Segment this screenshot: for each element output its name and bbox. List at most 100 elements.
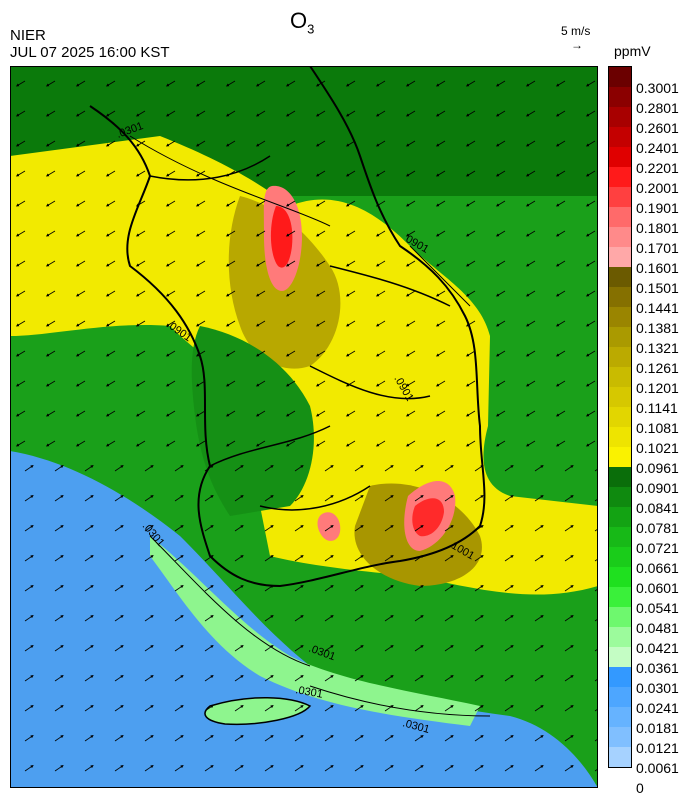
wind-arrow-icon — [294, 735, 304, 742]
wind-arrow-icon — [564, 645, 574, 652]
wind-arrow-icon — [24, 555, 34, 562]
wind-arrow-icon — [174, 495, 184, 502]
wind-arrow-icon — [555, 140, 566, 147]
wind-arrow-icon — [465, 200, 476, 207]
wind-arrow-icon — [375, 80, 386, 87]
wind-arrow-icon — [165, 200, 176, 207]
wind-arrow-icon — [315, 290, 326, 297]
wind-arrow-icon — [45, 290, 56, 297]
colorbar-swatch — [609, 747, 631, 767]
wind-arrow-icon — [255, 290, 266, 297]
wind-arrow-icon — [405, 230, 416, 237]
wind-arrow-icon — [354, 765, 364, 772]
colorbar-label: 0.0601 — [636, 580, 679, 596]
wind-arrow-icon — [294, 465, 304, 472]
wind-arrow-icon — [105, 410, 116, 417]
wind-arrow-icon — [294, 615, 304, 622]
wind-arrow-icon — [195, 440, 206, 447]
colorbar-label: 0.0181 — [636, 720, 679, 736]
wind-arrow-icon — [255, 440, 266, 447]
wind-arrow-icon — [144, 765, 154, 772]
wind-arrow-icon — [204, 645, 214, 652]
colorbar-label: 0.2801 — [636, 100, 679, 116]
wind-arrow-icon — [345, 110, 356, 117]
wind-arrow-icon — [435, 380, 446, 387]
wind-arrow-icon — [75, 290, 86, 297]
wind-arrow-icon — [444, 765, 454, 772]
colorbar-swatch — [609, 347, 631, 367]
wind-arrow-icon — [534, 555, 544, 562]
wind-arrow-icon — [534, 645, 544, 652]
wind-arrow-icon — [564, 585, 574, 592]
colorbar-label: 0.0721 — [636, 540, 679, 556]
wind-arrow-icon — [435, 440, 446, 447]
wind-arrow-icon — [354, 615, 364, 622]
wind-arrow-icon — [414, 555, 424, 562]
wind-arrow-icon — [285, 380, 296, 387]
wind-arrow-icon — [135, 350, 146, 357]
colorbar-label: 0.0961 — [636, 460, 679, 476]
wind-arrow-icon — [204, 705, 214, 712]
wind-arrow-icon — [45, 80, 56, 87]
wind-arrow-icon — [345, 230, 356, 237]
wind-arrow-icon — [345, 320, 356, 327]
green-inland — [191, 326, 314, 516]
colorbar-swatch — [609, 647, 631, 667]
wind-arrow-icon — [354, 495, 364, 502]
wind-arrow-icon — [534, 525, 544, 532]
wind-arrow-icon — [495, 200, 506, 207]
colorbar-label: 0.1601 — [636, 260, 679, 276]
wind-arrow-icon — [375, 140, 386, 147]
wind-arrow-icon — [54, 705, 64, 712]
colorbar-swatch — [609, 627, 631, 647]
wind-arrow-icon — [75, 410, 86, 417]
wind-arrow-icon — [114, 555, 124, 562]
wind-arrow-icon — [135, 140, 146, 147]
wind-arrow-icon — [195, 140, 206, 147]
wind-arrow-icon — [564, 495, 574, 502]
wind-arrow-icon — [105, 230, 116, 237]
colorbar-swatch — [609, 447, 631, 467]
wind-arrow-icon — [555, 380, 566, 387]
wind-arrow-icon — [435, 230, 446, 237]
wind-arrow-icon — [405, 380, 416, 387]
wind-arrow-icon — [45, 380, 56, 387]
wind-arrow-icon — [255, 80, 266, 87]
wind-arrow-icon — [315, 260, 326, 267]
wind-arrow-icon — [165, 110, 176, 117]
wind-arrow-icon — [105, 440, 116, 447]
wind-arrow-icon — [264, 585, 274, 592]
wind-arrow-icon — [345, 350, 356, 357]
wind-arrow-icon — [324, 465, 334, 472]
wind-arrow-icon — [414, 495, 424, 502]
wind-arrow-icon — [204, 675, 214, 682]
wind-arrow-icon — [204, 765, 214, 772]
wind-arrow-icon — [225, 410, 236, 417]
wind-arrow-icon — [414, 705, 424, 712]
wind-arrow-icon — [15, 200, 26, 207]
wind-arrow-icon — [384, 645, 394, 652]
wind-arrow-icon — [255, 140, 266, 147]
wind-arrow-icon — [444, 495, 454, 502]
wind-arrow-icon — [45, 110, 56, 117]
wind-arrow-icon — [144, 555, 154, 562]
wind-arrow-icon — [135, 320, 146, 327]
wind-arrow-icon — [405, 350, 416, 357]
wind-arrow-icon — [405, 170, 416, 177]
colorbar-swatch — [609, 107, 631, 127]
wind-arrow-icon — [525, 290, 536, 297]
wind-arrow-icon — [204, 735, 214, 742]
wind-arrow-icon — [144, 495, 154, 502]
wind-arrow-icon — [234, 525, 244, 532]
wind-arrow-icon — [405, 110, 416, 117]
colorbar-label: 0.0661 — [636, 560, 679, 576]
wind-arrow-icon — [114, 705, 124, 712]
wind-arrow-icon — [174, 585, 184, 592]
wind-arrow-icon — [564, 465, 574, 472]
wind-arrow-icon — [225, 320, 236, 327]
colorbar-label: 0.0301 — [636, 680, 679, 696]
wind-arrow-icon — [345, 260, 356, 267]
wind-arrow-icon — [225, 80, 236, 87]
wind-arrow-icon — [465, 320, 476, 327]
wind-arrow-icon — [375, 350, 386, 357]
